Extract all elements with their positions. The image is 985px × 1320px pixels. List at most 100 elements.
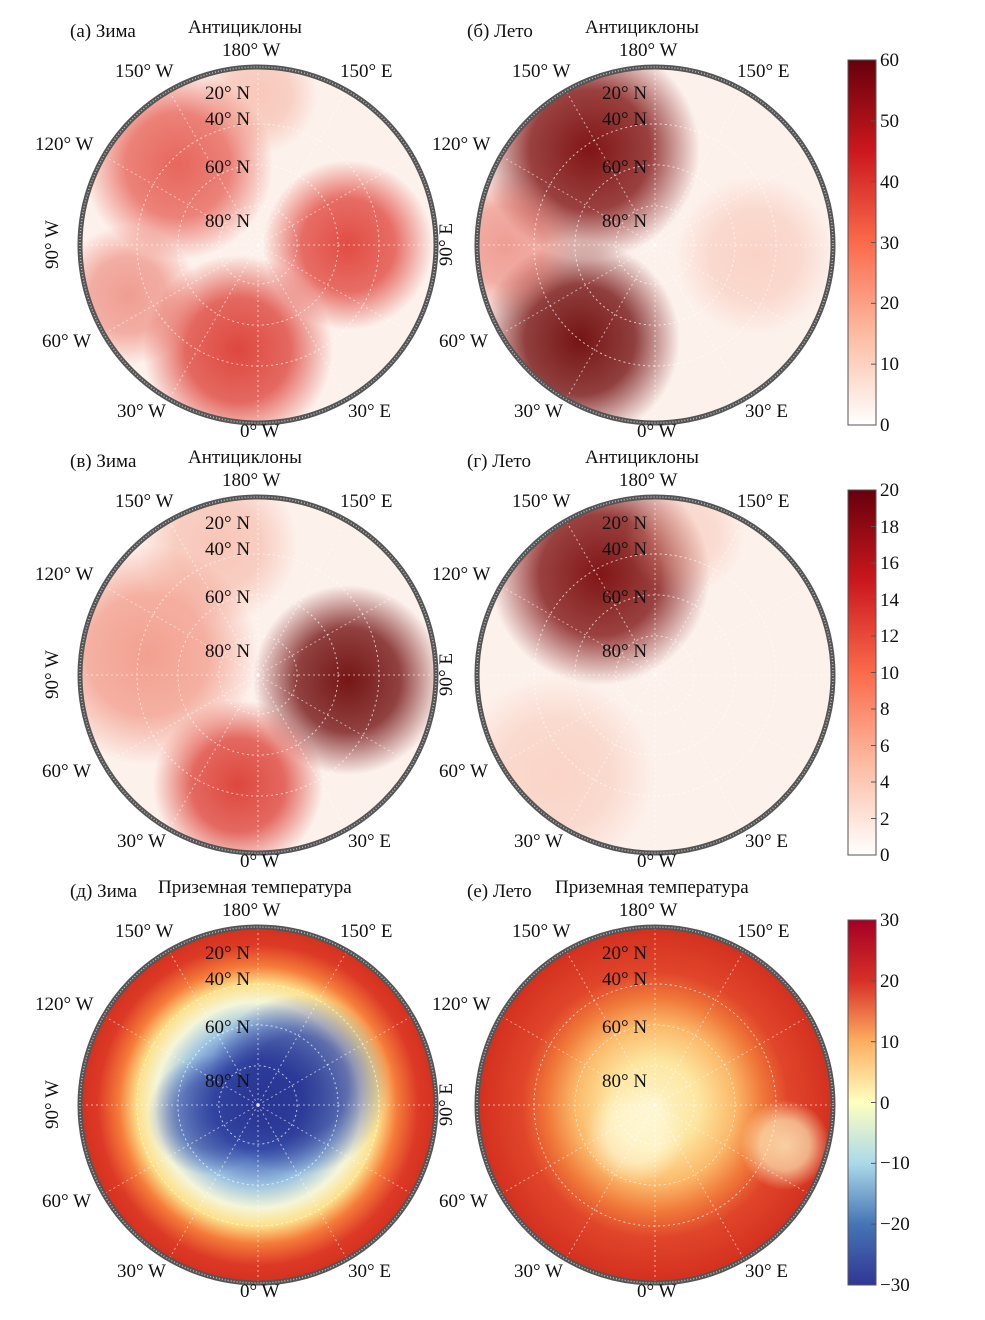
lat-label: 40° N: [602, 969, 648, 990]
colorbar-tick-label: 20: [880, 970, 899, 992]
lat-label: 60° N: [602, 1017, 648, 1038]
lon-label-150e: 150° E: [340, 921, 393, 942]
polar-map-3: [77, 494, 439, 856]
panel-label: (б) Лето: [467, 21, 533, 42]
lat-label: 80° N: [602, 641, 648, 662]
colorbar-tick-label: 20: [880, 480, 899, 501]
lon-label-150w: 150° W: [512, 61, 571, 82]
lon-label-60w: 60° W: [439, 1191, 488, 1212]
latitude-gridline: [218, 635, 298, 715]
density-blob: [740, 1100, 830, 1190]
lon-label-90: 90° W: [41, 1080, 63, 1129]
colorbar-tick-label: −20: [880, 1214, 910, 1236]
lat-label: 20° N: [205, 943, 251, 964]
lon-label-150e: 150° E: [340, 61, 393, 82]
lon-label-60w: 60° W: [439, 761, 488, 782]
lat-label: 40° N: [205, 539, 251, 560]
lon-label-30w: 30° W: [117, 1261, 166, 1282]
lon-label-0: 0° W: [240, 421, 280, 442]
colorbar-tick-label: 10: [880, 354, 899, 376]
lon-label-180: 180° W: [222, 470, 281, 491]
lat-label: 40° N: [602, 109, 648, 130]
lat-label: 40° N: [205, 109, 251, 130]
density-blob: [585, 1085, 685, 1185]
lon-label-150e: 150° E: [737, 491, 790, 512]
lon-label-180: 180° W: [619, 40, 678, 61]
polar-map-6: [474, 924, 836, 1286]
lon-label-150e: 150° E: [340, 491, 393, 512]
colorbar-tick-label: 20: [880, 293, 899, 315]
lon-label-150e: 150° E: [737, 921, 790, 942]
lon-label-0: 0° W: [240, 851, 280, 872]
lat-label: 80° N: [205, 1071, 251, 1092]
lon-label-90: 90° W: [41, 650, 63, 699]
colorbar-tick-label: 30: [880, 910, 899, 931]
colorbar-tick-label: 0: [880, 1092, 890, 1114]
latitude-gridline: [615, 635, 695, 715]
colorbar-tick-label: −10: [880, 1153, 910, 1175]
lon-label-180: 180° W: [222, 900, 281, 921]
lon-label-0: 0° W: [637, 1281, 677, 1302]
lat-label: 60° N: [205, 1017, 251, 1038]
lon-label-30w: 30° W: [514, 831, 563, 852]
colorbar-tick-label: 0: [880, 415, 890, 436]
density-blob: [148, 1055, 268, 1175]
lat-label: 60° N: [602, 157, 648, 178]
colorbar-tick-label: −30: [880, 1275, 910, 1296]
lon-label-180: 180° W: [619, 470, 678, 491]
latitude-gridline: [615, 205, 695, 285]
colorbar-tick-label: 50: [880, 110, 899, 132]
panel-title: Приземная температура: [158, 877, 352, 898]
panel-label: (д) Зима: [70, 881, 138, 902]
lon-label-30e: 30° E: [745, 831, 788, 852]
lon-label-30e: 30° E: [745, 1261, 788, 1282]
panel-label: (е) Лето: [467, 881, 532, 902]
colorbar-tick-label: 30: [880, 232, 899, 254]
lon-label-150w: 150° W: [115, 61, 174, 82]
lon-label-0: 0° W: [637, 421, 677, 442]
lon-label-90: 90° W: [41, 220, 63, 269]
colorbar-tick-label: 18: [880, 516, 899, 538]
lat-label: 80° N: [205, 641, 251, 662]
lat-label: 20° N: [602, 513, 648, 534]
lon-label-90: 90° E: [435, 1083, 457, 1126]
colorbar-tick-label: 10: [880, 1031, 899, 1053]
lon-label-60w: 60° W: [439, 331, 488, 352]
latitude-gridline: [218, 1065, 298, 1145]
lon-label-150e: 150° E: [737, 61, 790, 82]
colorbar-tick-label: 6: [880, 735, 890, 757]
panel-title: Антициклоны: [188, 17, 302, 38]
panel-label: (в) Зима: [70, 451, 137, 472]
panel-label: (г) Лето: [467, 451, 531, 472]
panel-title: Антициклоны: [188, 447, 302, 468]
lon-label-30w: 30° W: [514, 1261, 563, 1282]
colorbar-tick-label: 14: [880, 589, 899, 611]
latitude-gridline: [615, 1065, 695, 1145]
colorbar-tick-label: 8: [880, 699, 890, 720]
lat-label: 80° N: [602, 211, 648, 232]
density-blob: [675, 175, 833, 335]
panel-label: (а) Зима: [70, 21, 136, 42]
lat-label: 60° N: [602, 587, 648, 608]
lon-label-120w: 120° W: [35, 564, 94, 585]
lon-label-180: 180° W: [619, 900, 678, 921]
colorbar-tick-label: 40: [880, 171, 899, 193]
lon-label-60w: 60° W: [42, 1191, 91, 1212]
lon-label-90: 90° E: [435, 223, 457, 266]
lat-label: 80° N: [602, 1071, 648, 1092]
lon-label-120w: 120° W: [432, 994, 491, 1015]
lon-label-60w: 60° W: [42, 761, 91, 782]
lon-label-30e: 30° E: [348, 831, 391, 852]
lon-label-150w: 150° W: [115, 491, 174, 512]
lon-label-150w: 150° W: [512, 921, 571, 942]
lon-label-90: 90° E: [435, 653, 457, 696]
polar-map-1: [77, 64, 439, 426]
colorbar-tick-label: 4: [880, 772, 890, 793]
lon-label-120w: 120° W: [432, 564, 491, 585]
lat-label: 40° N: [205, 969, 251, 990]
lon-label-150w: 150° W: [512, 491, 571, 512]
lat-label: 20° N: [602, 943, 648, 964]
panel-title: Антициклоны: [585, 17, 699, 38]
